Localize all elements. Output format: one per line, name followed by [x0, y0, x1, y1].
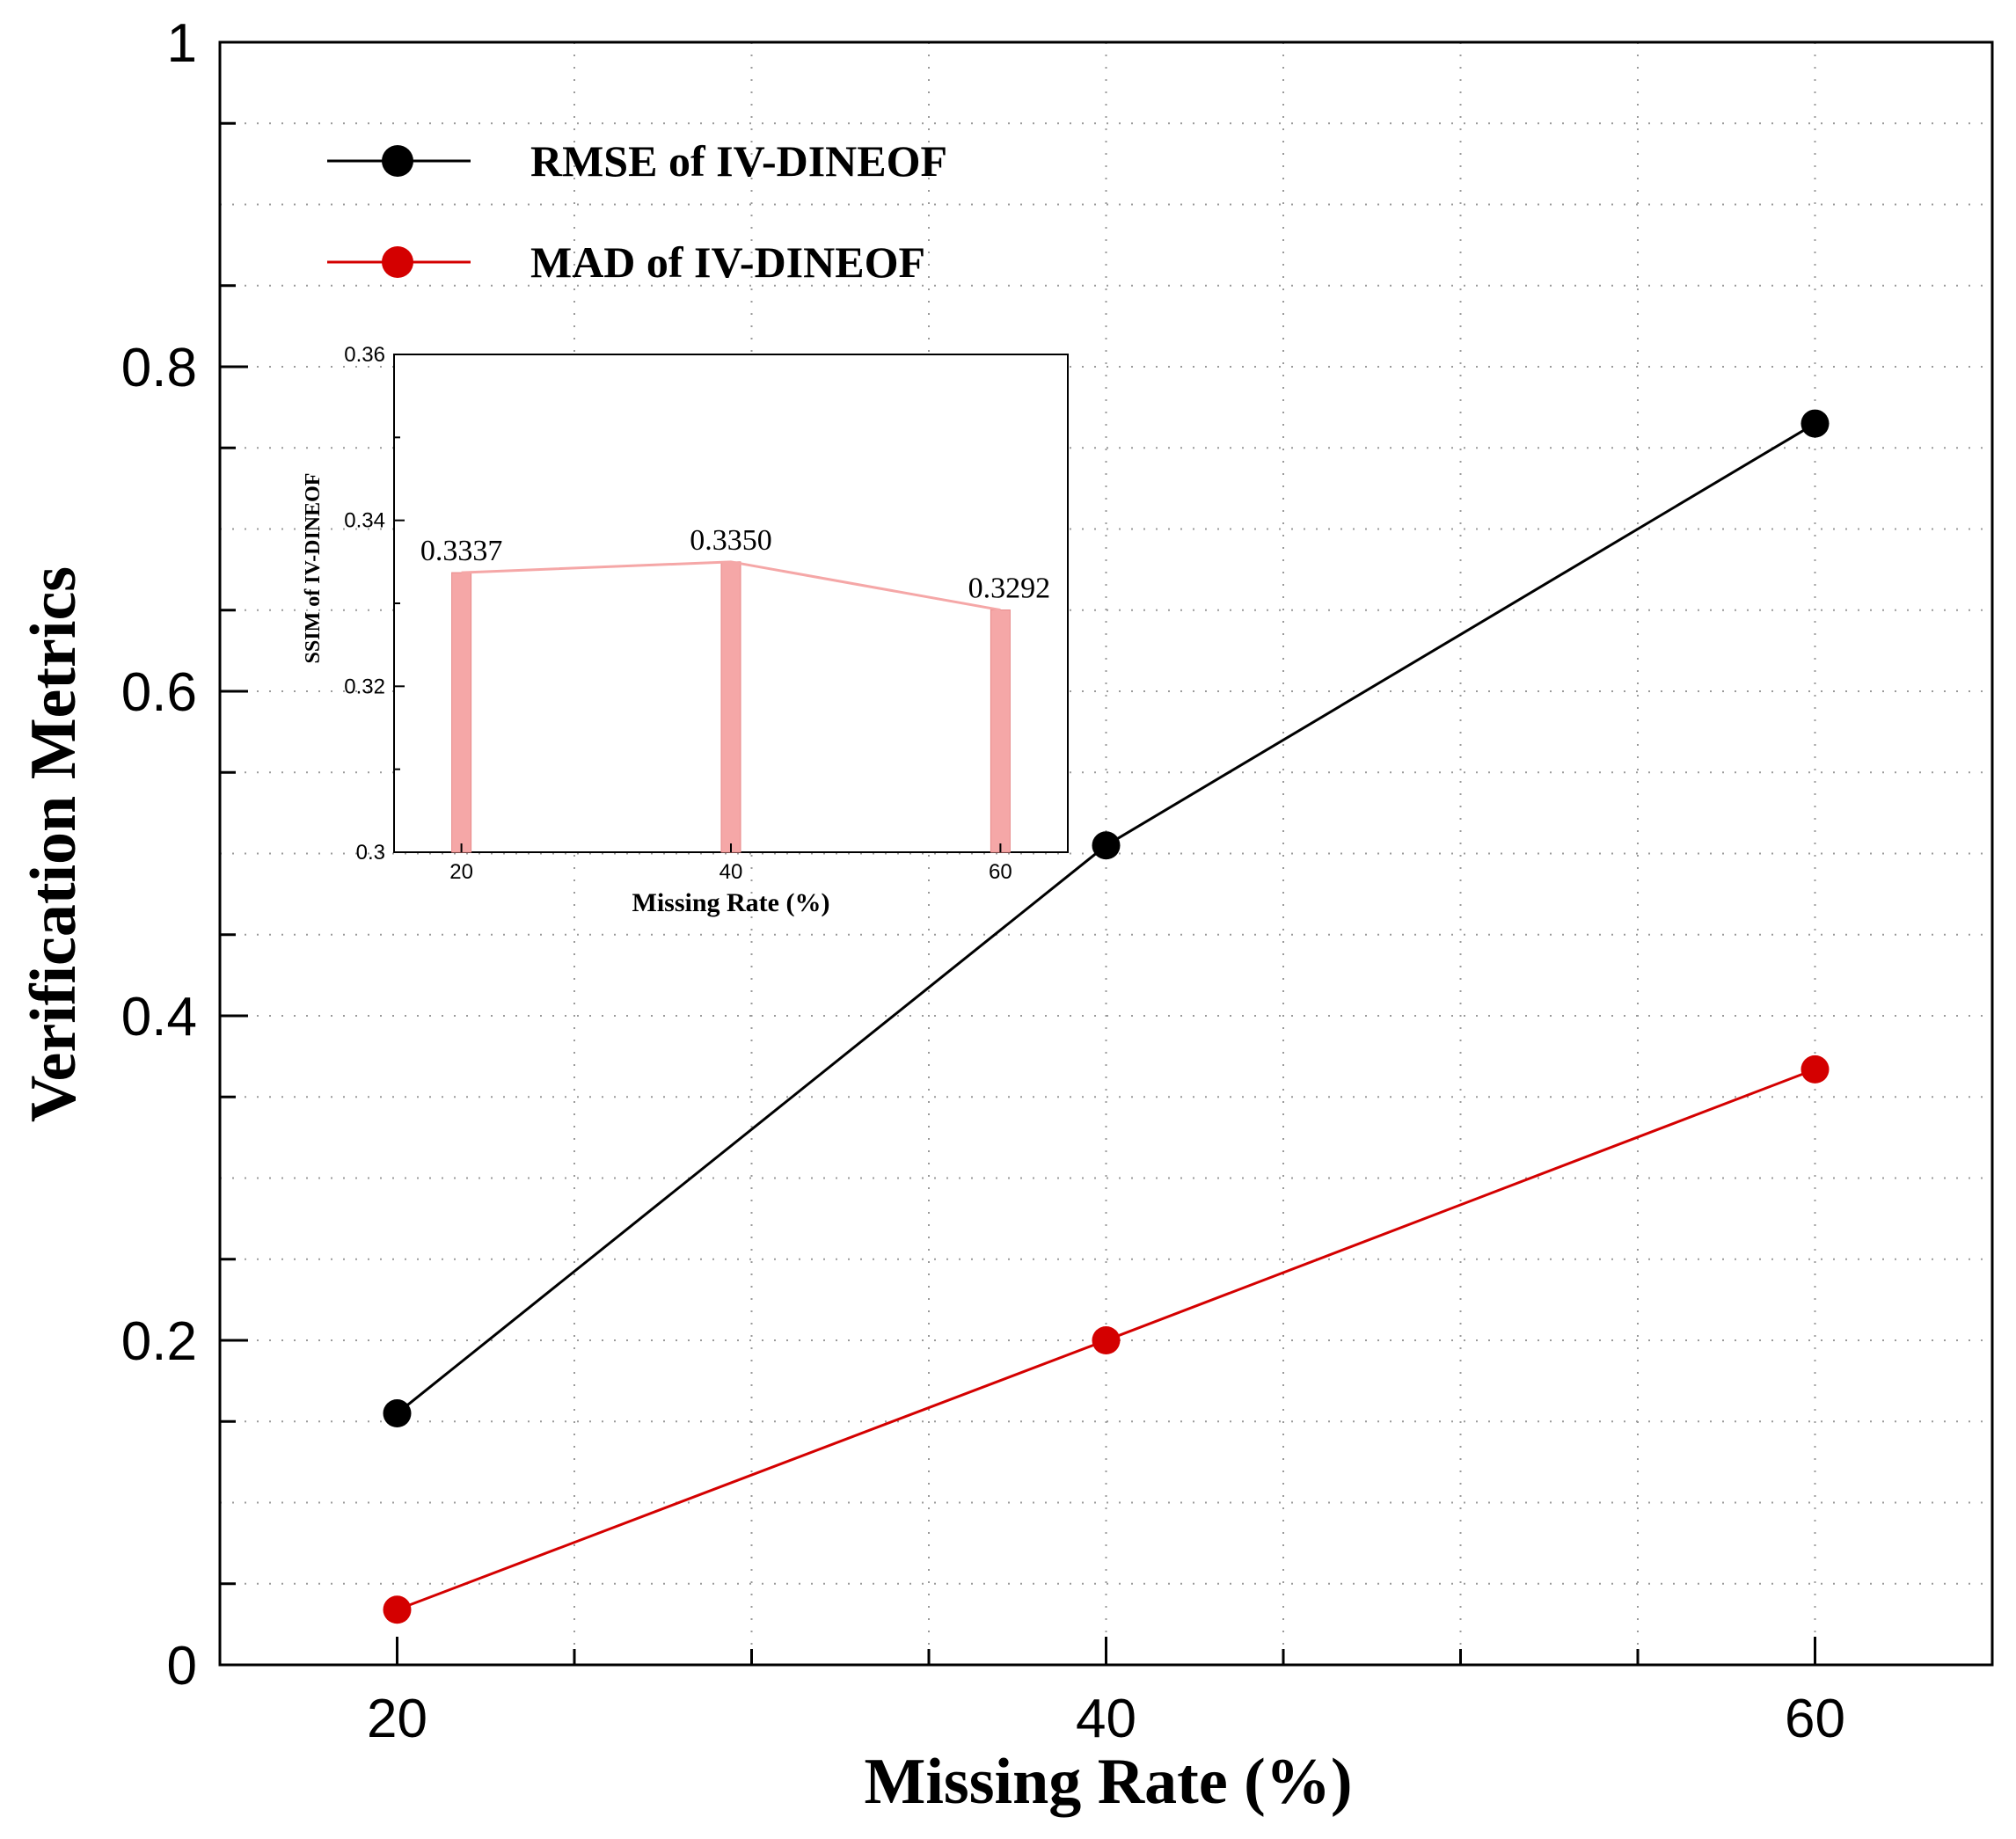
y-axis-title: Verification Metrics: [18, 566, 90, 1122]
x-axis-title: Missing Rate (%): [865, 1746, 1353, 1818]
legend-label: RMSE of IV-DINEOF: [530, 136, 947, 186]
inset-bar: [720, 561, 741, 853]
inset-line: [461, 560, 1001, 612]
inset-x-tick-label: 60: [989, 860, 1012, 884]
x-tick-label: 40: [1076, 1689, 1136, 1749]
inset-x-axis-title: Missing Rate (%): [632, 888, 830, 917]
data-point-mad: [1092, 1326, 1121, 1354]
inset-data-label: 0.3350: [690, 524, 772, 557]
y-tick-label: 0: [167, 1636, 197, 1697]
data-point-rmse: [383, 1399, 412, 1428]
inset-x-tick-label: 20: [449, 860, 473, 884]
inset-chart: 0.3 0.32 0.34 0.36 0.3337 0.3350 0.3292 20 40 60 M…: [302, 343, 1069, 917]
legend-marker: [382, 246, 413, 278]
x-tick-label: 20: [367, 1689, 427, 1749]
main-axes: 0 0.2 0.4 0.6 0.8 1 20 40 60: [121, 13, 1994, 1749]
y-tick-label: 0.6: [121, 662, 197, 723]
y-tick-label: 0.8: [121, 338, 197, 398]
inset-y-axis-title: SSIM of IV-DINEOF: [302, 473, 325, 664]
y-tick-label: 0.4: [121, 987, 197, 1047]
main-series: [383, 409, 1830, 1624]
inset-y-tick-label: 0.3: [356, 841, 385, 865]
legend-marker: [382, 145, 413, 177]
y-tick-label: 0.2: [121, 1311, 197, 1372]
inset-data-label: 0.3292: [968, 573, 1051, 605]
inset-y-tick-label: 0.32: [344, 675, 385, 698]
data-point-rmse: [1092, 831, 1121, 860]
inset-bar: [451, 572, 472, 853]
inset-data-label: 0.3337: [420, 535, 503, 567]
inset-x-tick-label: 40: [719, 860, 743, 884]
legend: RMSE of IV-DINEOF MAD of IV-DINEOF: [327, 136, 947, 287]
inset-bar: [990, 609, 1011, 853]
y-tick-label: 1: [167, 13, 197, 74]
x-tick-label: 60: [1785, 1689, 1845, 1749]
legend-label: MAD of IV-DINEOF: [530, 237, 925, 287]
data-point-mad: [1801, 1055, 1830, 1084]
inset-y-tick-label: 0.34: [344, 509, 385, 533]
inset-y-tick-label: 0.36: [344, 343, 385, 367]
data-point-rmse: [1801, 409, 1830, 438]
data-point-mad: [383, 1595, 412, 1624]
